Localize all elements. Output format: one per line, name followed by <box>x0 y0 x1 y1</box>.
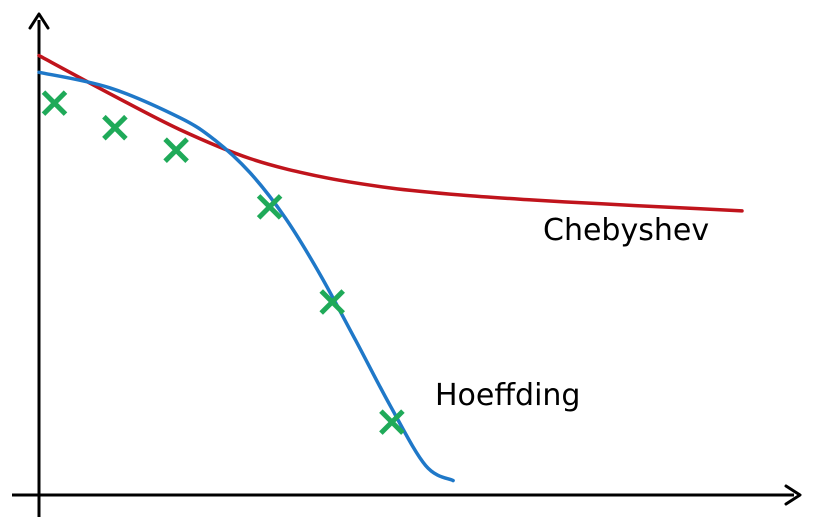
hoeffding-curve <box>37 70 455 483</box>
data-point-marker <box>379 409 405 435</box>
x-axis-arrowhead <box>784 484 802 506</box>
chebyshev-curve <box>37 53 744 213</box>
chebyshev-label: Chebyshev <box>543 213 709 248</box>
curve-labels: Chebyshev Hoeffding <box>435 213 709 413</box>
series-layer <box>37 53 744 483</box>
axes <box>12 12 802 517</box>
y-axis-arrowhead <box>28 12 50 30</box>
data-point-marker <box>256 194 283 220</box>
data-point-marker <box>319 289 345 315</box>
data-point-marker <box>102 114 128 141</box>
hoeffding-label: Hoeffding <box>435 378 580 413</box>
data-point-marker <box>163 137 189 163</box>
data-point-marker <box>41 90 68 116</box>
